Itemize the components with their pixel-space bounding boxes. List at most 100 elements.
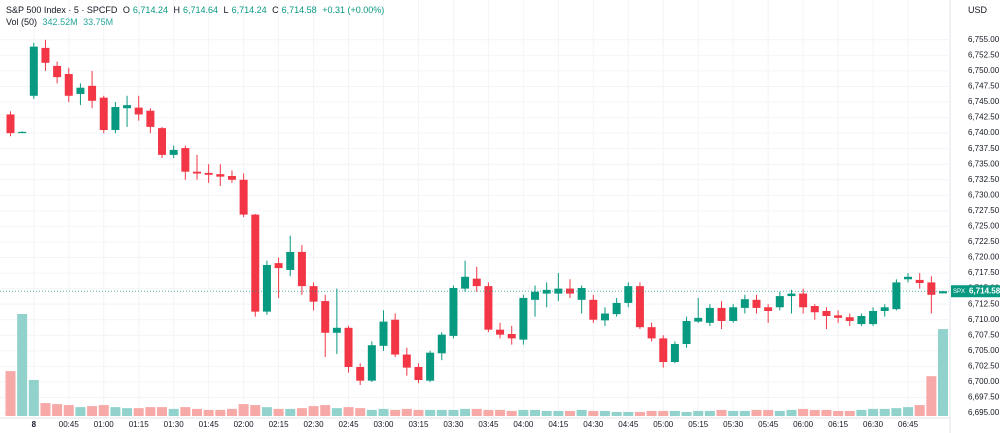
ohlc-value: 6,714.24 xyxy=(132,5,168,15)
volume-bar xyxy=(203,409,214,416)
ohlc-label: L xyxy=(223,5,229,15)
volume-bar xyxy=(401,408,412,416)
candle-body xyxy=(356,366,365,381)
candle-body xyxy=(705,307,714,323)
candle-body xyxy=(402,354,411,368)
symbol-tag-text: SPX xyxy=(953,289,965,295)
volume-bar xyxy=(226,408,237,416)
volume-bar xyxy=(296,408,307,416)
y-tick-label: 6,750.00 xyxy=(968,66,1000,75)
x-tick-label: 01:45 xyxy=(199,420,220,429)
candle-body xyxy=(472,278,481,287)
volume-bar xyxy=(343,407,354,416)
candle-body xyxy=(927,282,936,295)
y-tick-label: 6,740.00 xyxy=(968,128,1000,137)
y-tick-label: 6,705.00 xyxy=(968,346,1000,355)
x-tick-label: 02:15 xyxy=(269,420,290,429)
volume-bar xyxy=(739,410,750,416)
volume-bar xyxy=(926,376,937,416)
y-tick-label: 6,717.50 xyxy=(968,268,1000,277)
x-tick-label: 05:30 xyxy=(723,420,744,429)
x-tick-label: 04:45 xyxy=(618,420,639,429)
volume-bar xyxy=(378,408,389,416)
candle-body xyxy=(76,87,85,94)
candle-body xyxy=(764,307,773,312)
candle-body xyxy=(146,110,155,127)
volume-bar xyxy=(530,409,541,416)
volume-bar xyxy=(180,407,191,416)
candle-body xyxy=(286,251,295,270)
volume-bar xyxy=(518,409,529,416)
x-tick-label: 03:15 xyxy=(408,420,429,429)
volume-bar xyxy=(914,405,925,416)
volume-row: Vol (50) 342.52M 33.75M xyxy=(6,16,387,28)
candle-body xyxy=(589,299,598,320)
legend-header: S&P 500 Index · 5 · SPCFD O 6,714.24 H 6,7… xyxy=(6,4,387,28)
change: +0.31 (+0.00%) xyxy=(322,5,385,15)
candle-body xyxy=(682,320,691,344)
candle-body xyxy=(577,287,586,300)
y-tick-label: 6,745.00 xyxy=(968,97,1000,106)
x-tick-label: 01:15 xyxy=(129,420,150,429)
y-tick-label: 6,710.00 xyxy=(968,315,1000,324)
volume-bar xyxy=(774,410,785,416)
volume-bar xyxy=(599,410,610,416)
volume-bar xyxy=(308,406,319,416)
candle-body xyxy=(904,276,913,280)
volume-bar xyxy=(938,329,949,416)
volume-bar xyxy=(425,409,436,416)
volume-bar xyxy=(331,408,342,416)
candle-body xyxy=(274,263,283,269)
candle-body xyxy=(158,128,167,155)
candle-body xyxy=(600,313,609,321)
y-tick-label: 6,727.50 xyxy=(968,206,1000,215)
x-tick-label: 02:30 xyxy=(304,420,325,429)
y-tick-label: 6,695.00 xyxy=(968,408,1000,417)
candle-body xyxy=(635,286,644,328)
volume-bar xyxy=(844,410,855,416)
candle-body xyxy=(834,315,843,318)
x-tick-label: 03:00 xyxy=(373,420,394,429)
candle-body xyxy=(414,366,423,381)
volume-bar xyxy=(98,405,109,416)
volume-bar xyxy=(611,411,622,416)
x-tick-label: 00:45 xyxy=(59,420,80,429)
volume-bar xyxy=(366,409,377,416)
y-tick-label: 6,737.50 xyxy=(968,144,1000,153)
candle-body xyxy=(915,279,924,284)
y-tick-label: 6,742.50 xyxy=(968,113,1000,122)
volume-value: 342.52M xyxy=(42,17,78,27)
volume-bar xyxy=(728,410,739,416)
candle-body xyxy=(939,291,948,294)
volume-bar xyxy=(588,410,599,416)
volume-bar xyxy=(145,407,156,416)
volume-bar xyxy=(506,410,517,416)
x-tick-label: 03:30 xyxy=(443,420,464,429)
y-tick-label: 6,712.50 xyxy=(968,299,1000,308)
volume-bar xyxy=(413,409,424,416)
candle-body xyxy=(391,319,400,355)
y-tick-label: 6,722.50 xyxy=(968,237,1000,246)
candle-body xyxy=(181,148,190,172)
candle-body xyxy=(332,327,341,333)
candle-body xyxy=(169,149,178,155)
volume-bar xyxy=(669,410,680,416)
volume-bar xyxy=(390,409,401,416)
candle-body xyxy=(6,114,15,134)
volume-bar xyxy=(553,410,564,416)
ohlc-value: 6,714.58 xyxy=(281,5,317,15)
volume-bar xyxy=(879,408,890,416)
candle-body xyxy=(752,299,761,308)
candle-body xyxy=(111,106,120,131)
volume-bar xyxy=(856,409,867,416)
volume-bar xyxy=(821,409,832,416)
volume-bar xyxy=(168,408,179,416)
volume-bar xyxy=(471,408,482,416)
candle-body xyxy=(822,311,831,316)
candle-body xyxy=(426,352,435,381)
candle-body xyxy=(694,317,703,322)
candle-body xyxy=(64,74,73,96)
volume-bar xyxy=(40,403,51,416)
candle-body xyxy=(239,179,248,215)
